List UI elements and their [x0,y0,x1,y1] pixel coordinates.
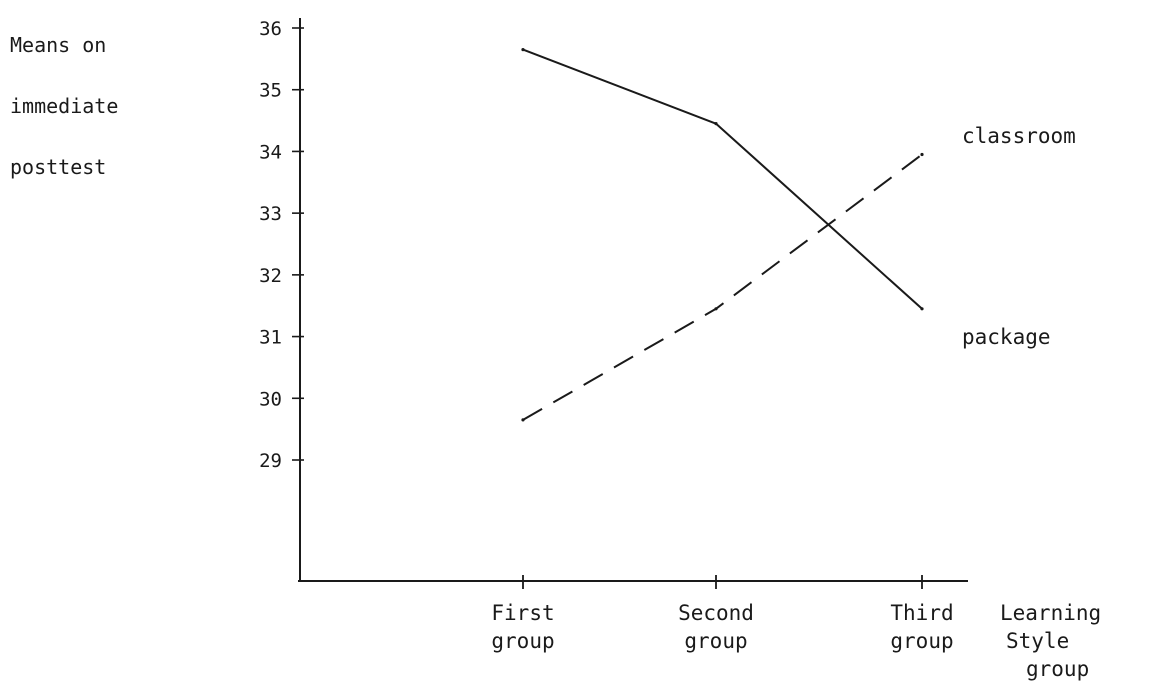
y-tick-label: 32 [259,265,282,287]
text-labels: package classroom Means on immediate posttes… [10,33,1101,681]
y-ticks: 29 30 31 32 33 34 35 36 [259,18,304,472]
y-tick-label: 29 [259,450,282,472]
y-tick-label: 34 [259,141,282,163]
x-axis-title: group [1026,657,1089,681]
data-point-package [920,307,924,311]
x-tick-label: group [890,629,953,653]
series-label-classroom: classroom [962,124,1076,148]
data-point-classroom [920,152,924,157]
x-axis-title: Style [1006,629,1069,653]
x-tick-label: Third [890,601,953,625]
x-tick-label: group [684,629,747,653]
series-lines [521,48,924,422]
y-tick-label: 33 [259,203,282,225]
data-point-classroom [714,307,718,311]
y-axis-title: Means on [10,33,106,57]
y-tick-label: 35 [259,80,282,102]
x-ticks: First group Second group Third group [491,575,954,653]
x-tick-label: First [491,601,554,625]
series-label-package: package [962,325,1051,349]
y-axis-title: immediate [10,94,118,118]
x-axis-title: Learning [1000,601,1101,625]
x-tick-label: Second [678,601,754,625]
data-point-package [714,122,718,126]
y-axis-title: posttest [10,155,106,179]
series-line-classroom [522,153,923,421]
y-tick-label: 36 [259,18,282,40]
axes [298,18,968,582]
data-point-package [521,48,525,52]
y-tick-label: 30 [259,388,282,410]
y-tick-label: 31 [259,327,282,349]
data-point-classroom [521,418,525,422]
x-tick-label: group [491,629,554,653]
series-line-package [522,48,923,310]
